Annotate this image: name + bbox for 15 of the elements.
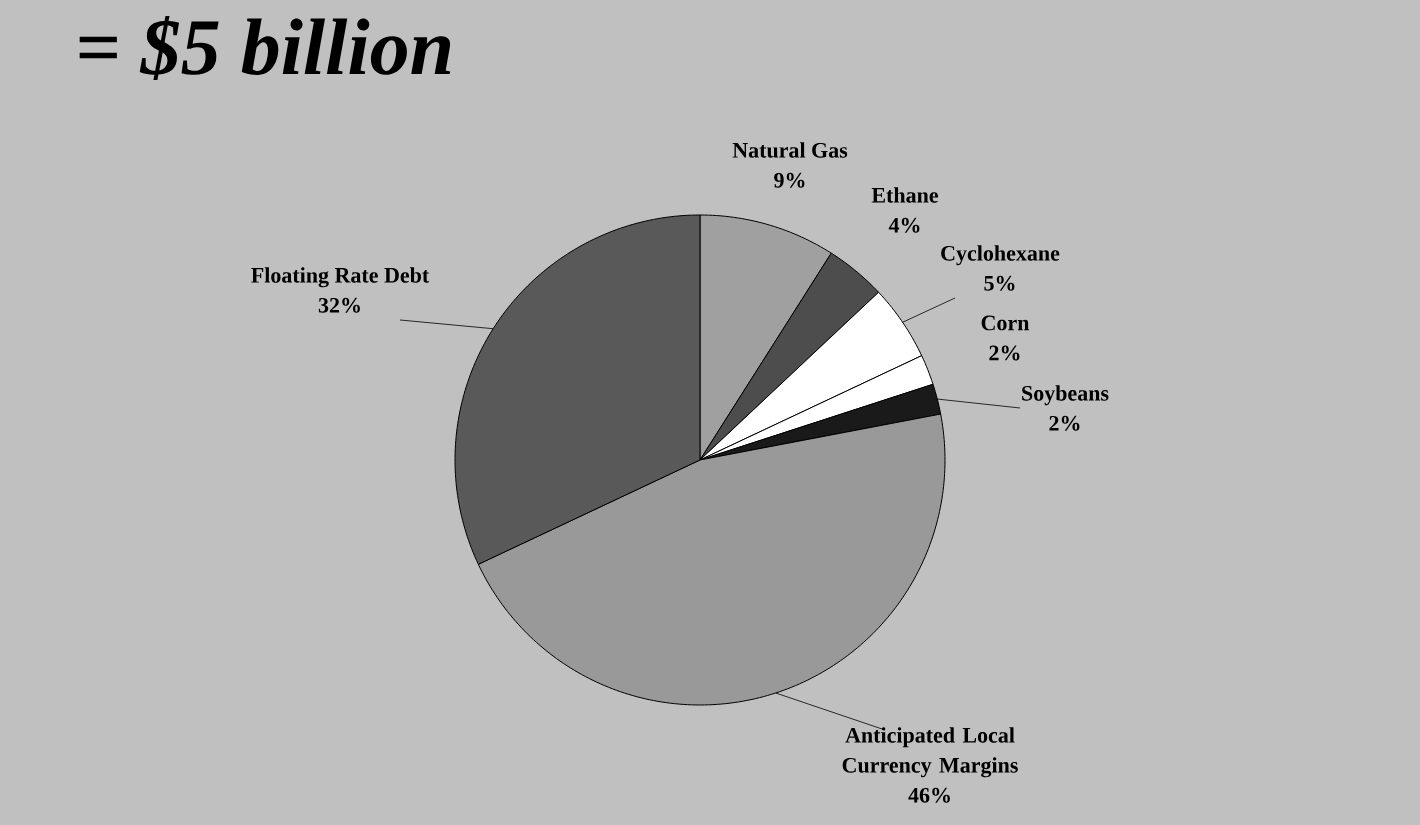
data-label: 4%	[888, 217, 920, 233]
slice-label: Natural Gas	[732, 142, 848, 158]
data-label: 9%	[774, 172, 805, 188]
slice-label: Floating Rate Debt	[251, 267, 430, 288]
data-label: 2%	[1049, 415, 1080, 431]
slice-label: Anticipated Local Currency Margins	[842, 727, 1018, 778]
chart-title: = $5 billion	[79, 16, 451, 81]
data-label: 5%	[984, 275, 1015, 291]
legend-label: Corn	[981, 315, 1030, 331]
data-label: 32%	[318, 297, 360, 313]
data-label: 46%	[908, 787, 950, 803]
slice-label: Ethane	[871, 187, 939, 203]
slice-label: Cyclohexane	[941, 245, 1060, 266]
data-label: 2%	[989, 345, 1020, 361]
slice-label: Soybeans	[1022, 385, 1109, 406]
